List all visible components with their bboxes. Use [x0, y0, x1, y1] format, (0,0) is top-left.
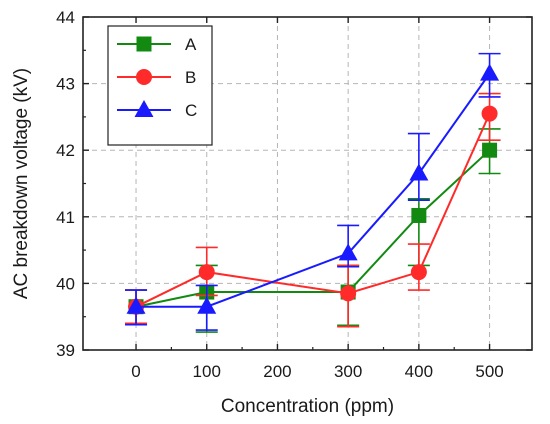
data-point: [338, 243, 358, 261]
legend-marker: [134, 100, 154, 117]
legend-label: B: [185, 68, 196, 87]
data-point: [340, 285, 357, 302]
data-point: [198, 264, 215, 281]
x-tick-label: 100: [193, 362, 221, 381]
data-point: [409, 163, 429, 181]
legend-label: A: [185, 35, 197, 54]
y-axis-title: AC breakdown voltage (kV): [11, 68, 32, 299]
y-tick-label: 41: [56, 208, 75, 227]
legend-label: C: [185, 101, 197, 120]
x-tick-label: 200: [263, 362, 291, 381]
axis-ticks: 0 100 200 300 400 500 39 40 41 42 43 44: [56, 8, 532, 381]
series-C: [125, 52, 501, 331]
x-tick-label: 400: [405, 362, 433, 381]
y-tick-label: 40: [56, 274, 75, 293]
legend-entry-C: C: [117, 100, 197, 120]
legend-box: [107, 25, 213, 146]
legend-marker: [136, 69, 152, 85]
data-point: [480, 63, 500, 81]
data-point: [197, 296, 217, 314]
data-point: [481, 105, 498, 122]
data-point: [126, 296, 146, 314]
legend-entry-A: A: [117, 35, 197, 54]
x-tick-label: 300: [334, 362, 362, 381]
x-axis-title: Concentration (ppm): [221, 396, 394, 417]
legend-entry-B: B: [117, 68, 196, 87]
x-tick-label: 500: [475, 362, 503, 381]
data-point: [410, 264, 427, 281]
data-point: [482, 142, 498, 158]
y-tick-label: 39: [56, 341, 75, 360]
y-tick-label: 42: [56, 141, 75, 160]
x-tick-label: 0: [131, 362, 140, 381]
y-tick-label: 43: [56, 75, 75, 94]
data-point: [411, 207, 427, 223]
legend: ABC: [107, 25, 213, 146]
legend-marker: [136, 36, 152, 52]
y-tick-label: 44: [56, 8, 75, 27]
series-group: [125, 52, 501, 333]
